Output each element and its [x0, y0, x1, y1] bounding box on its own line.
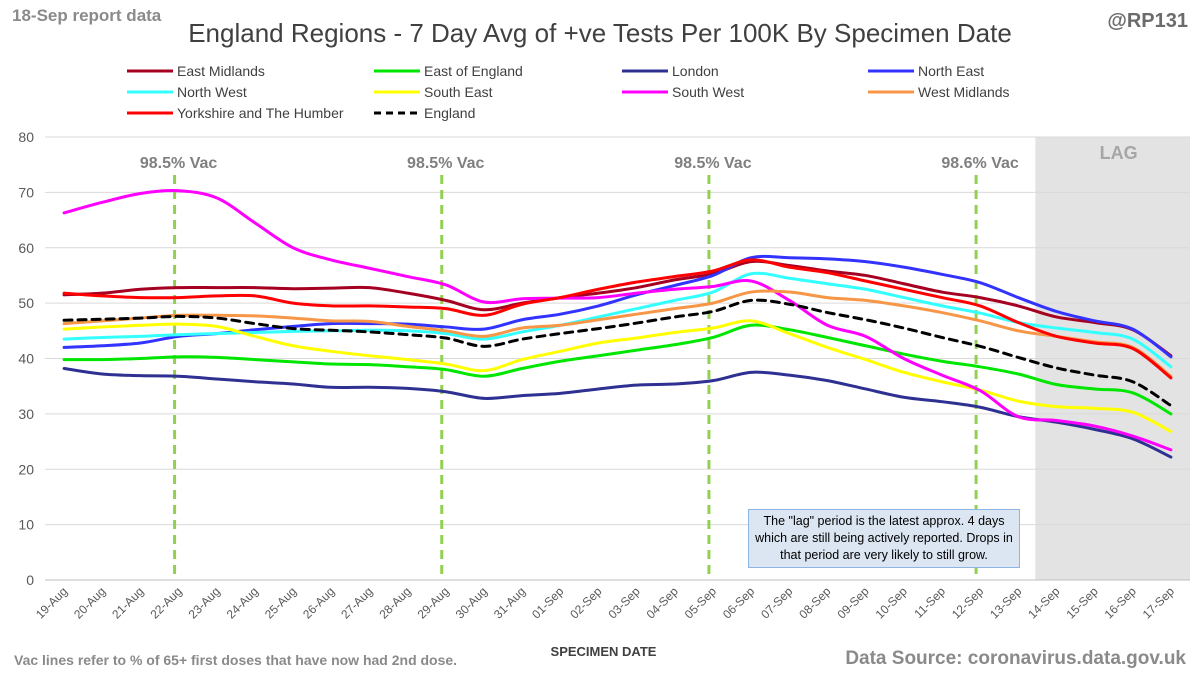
x-tick-label: 19-Aug: [33, 584, 70, 621]
y-tick-label: 20: [18, 461, 34, 477]
y-tick-label: 0: [26, 572, 34, 588]
y-tick-label: 60: [18, 240, 34, 256]
vac-line-label: 98.5% Vac: [140, 155, 218, 172]
y-tick-label: 50: [18, 295, 34, 311]
lag-label: LAG: [1100, 143, 1138, 163]
x-tick-label: 08-Sep: [796, 584, 833, 621]
x-tick-label: 13-Sep: [987, 584, 1024, 621]
x-tick-label: 07-Sep: [758, 584, 795, 621]
legend-label: West Midlands: [918, 84, 1010, 100]
x-tick-label: 09-Sep: [834, 584, 871, 621]
x-tick-label: 27-Aug: [338, 584, 375, 621]
x-tick-label: 26-Aug: [300, 584, 337, 621]
x-tick-label: 25-Aug: [262, 584, 299, 621]
x-tick-label: 30-Aug: [453, 584, 490, 621]
y-tick-label: 80: [18, 129, 34, 145]
series-line-england: [62, 298, 1173, 408]
x-tick-label: 02-Sep: [567, 584, 604, 621]
series-line-london: [62, 366, 1173, 459]
data-source: Data Source: coronavirus.data.gov.uk: [845, 648, 1186, 669]
x-tick-label: 22-Aug: [147, 584, 184, 621]
x-tick-label: 16-Sep: [1102, 584, 1139, 621]
x-tick-label: 06-Sep: [720, 584, 757, 621]
legend-label: East Midlands: [177, 63, 265, 79]
series-line-south-west: [62, 189, 1173, 452]
x-tick-label: 20-Aug: [71, 584, 108, 621]
x-tick-label: 12-Sep: [949, 584, 986, 621]
x-tick-label: 01-Sep: [529, 584, 566, 621]
series-line-north-east: [62, 254, 1173, 359]
vac-line-label: 98.6% Vac: [941, 155, 1019, 172]
legend-label: London: [672, 63, 719, 79]
report-date-label: 18-Sep report data: [12, 6, 162, 25]
legend-label: North East: [918, 63, 984, 79]
lag-note-box: The "lag" period is the latest approx. 4…: [748, 509, 1020, 568]
legend-label: East of England: [424, 63, 523, 79]
vac-line-label: 98.5% Vac: [674, 155, 752, 172]
x-tick-label: 03-Sep: [605, 584, 642, 621]
x-tick-label: 28-Aug: [376, 584, 413, 621]
x-tick-label: 24-Aug: [224, 584, 261, 621]
x-axis-title: SPECIMEN DATE: [551, 644, 657, 659]
series-line-west-midlands: [62, 289, 1173, 378]
y-tick-label: 10: [18, 517, 34, 533]
series-line-yorkshire-and-the-humber: [62, 258, 1173, 380]
x-tick-label: 15-Sep: [1063, 584, 1100, 621]
series-line-north-west: [62, 271, 1173, 369]
y-tick-label: 30: [18, 406, 34, 422]
x-tick-label: 17-Sep: [1140, 584, 1177, 621]
x-tick-label: 04-Sep: [644, 584, 681, 621]
series-line-east-midlands: [62, 259, 1173, 358]
legend-label: England: [424, 105, 475, 121]
x-tick-label: 14-Sep: [1025, 584, 1062, 621]
x-tick-label: 31-Aug: [491, 584, 528, 621]
legend-label: South East: [424, 84, 493, 100]
x-tick-label: 21-Aug: [109, 584, 146, 621]
x-tick-label: 11-Sep: [911, 584, 948, 621]
chart-title: England Regions - 7 Day Avg of +ve Tests…: [188, 18, 1012, 48]
x-tick-label: 29-Aug: [415, 584, 452, 621]
y-tick-label: 70: [18, 184, 34, 200]
vac-line-label: 98.5% Vac: [407, 155, 485, 172]
legend-label: South West: [672, 84, 744, 100]
legend-label: Yorkshire and The Humber: [177, 105, 344, 121]
y-tick-label: 40: [18, 351, 34, 367]
author-handle: @RP131: [1107, 10, 1188, 32]
vac-footnote: Vac lines refer to % of 65+ first doses …: [14, 652, 458, 668]
x-tick-label: 23-Aug: [186, 584, 223, 621]
legend-label: North West: [177, 84, 247, 100]
series-line-east-of-england: [62, 323, 1173, 416]
x-tick-label: 10-Sep: [873, 584, 910, 621]
x-tick-label: 05-Sep: [682, 584, 719, 621]
